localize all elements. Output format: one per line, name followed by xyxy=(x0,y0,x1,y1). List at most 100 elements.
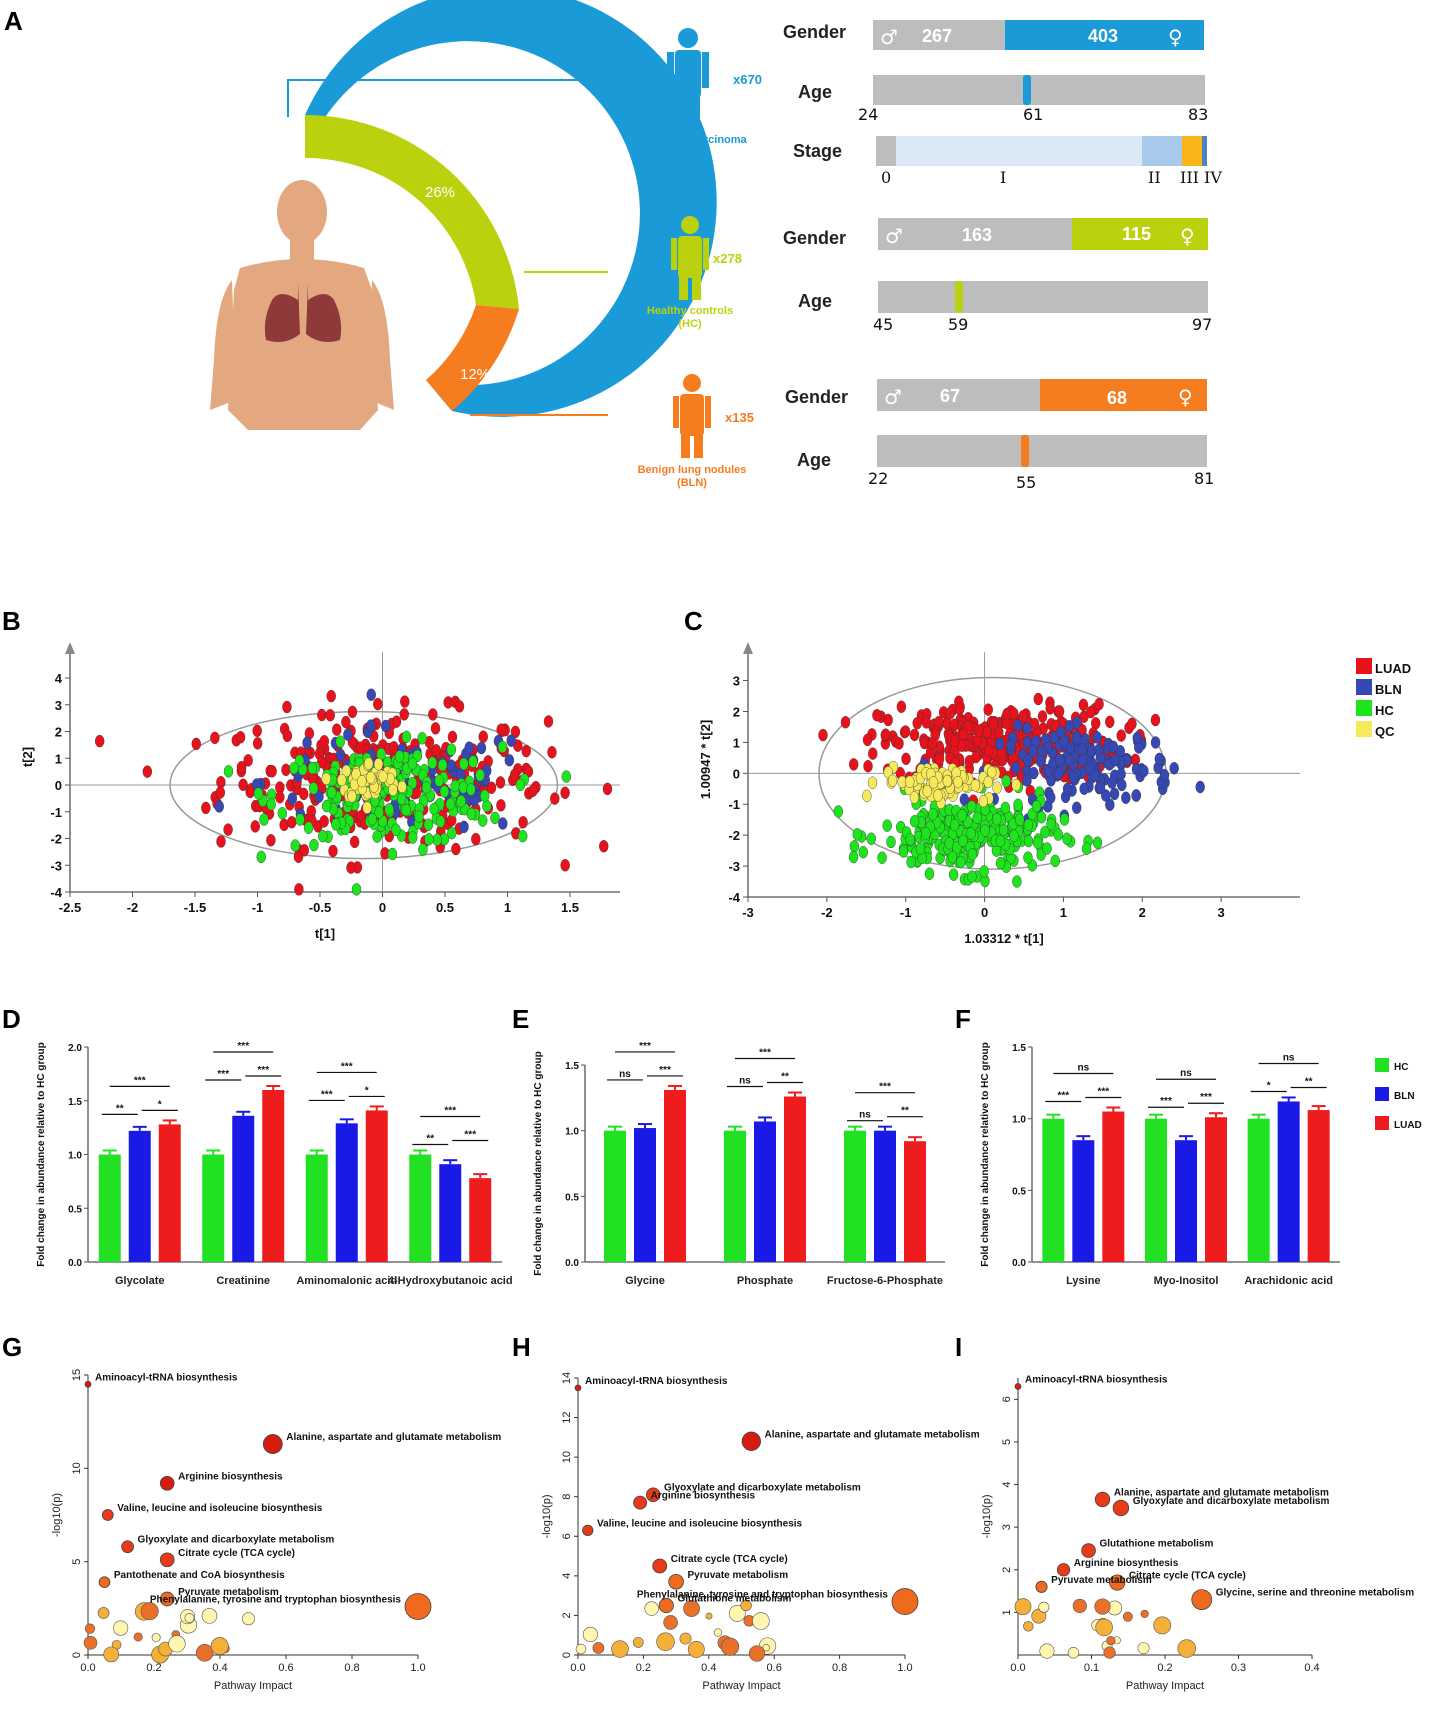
luad-point xyxy=(294,883,304,896)
hc-point xyxy=(967,848,978,861)
qc-point xyxy=(922,785,932,798)
bln-point xyxy=(302,736,312,749)
hc-point xyxy=(450,779,460,793)
qc-point xyxy=(953,775,963,789)
bln-point xyxy=(1159,768,1170,782)
bln-point xyxy=(1139,764,1149,778)
significance-label: * xyxy=(158,1099,162,1110)
hc-point xyxy=(952,841,962,854)
x-tick-label: 0.8 xyxy=(344,1662,359,1674)
pathway-point xyxy=(1039,1643,1055,1659)
hc-point xyxy=(253,787,264,800)
bln-point xyxy=(1013,719,1023,732)
bln-point xyxy=(1195,780,1205,794)
hc-point xyxy=(1036,810,1047,824)
hc-point xyxy=(858,846,868,859)
x-axis-title: 1.03312 * t[1] xyxy=(964,931,1044,946)
legend-swatch xyxy=(1375,1116,1389,1130)
pathway-point xyxy=(668,1573,684,1590)
bln-age-min: 22 xyxy=(868,469,888,488)
hc-point xyxy=(327,786,337,799)
hc-point xyxy=(429,802,439,816)
bln-age-median-marker xyxy=(1021,435,1029,467)
legend-label: LUAD xyxy=(1375,661,1411,676)
luad-name: Lung adenocarcinoma xyxy=(629,134,747,146)
hc-point xyxy=(1023,851,1033,864)
hc-point xyxy=(957,809,967,822)
pathway-label: Aminoacyl-tRNA biosynthesis xyxy=(95,1372,238,1383)
significance-label: *** xyxy=(341,1061,353,1072)
panel-label-i: I xyxy=(955,1332,962,1362)
hc-point xyxy=(331,818,341,831)
luad-point xyxy=(901,752,911,766)
hc-point xyxy=(445,797,456,811)
hc-point xyxy=(852,828,862,841)
hc-point xyxy=(992,812,1002,826)
luad-male-count: 267 xyxy=(922,26,952,46)
y-tick-label: 6 xyxy=(1001,1396,1013,1402)
y-tick-label: -4 xyxy=(50,885,62,900)
hc-demographics: Gender ♂ 163 115 ♀ Age 45 59 97 xyxy=(783,218,1212,334)
x-tick-label: 1 xyxy=(504,900,511,915)
qc-point xyxy=(928,776,939,789)
luad-point xyxy=(347,705,358,719)
y-tick-label: 2 xyxy=(55,725,62,740)
pathway-point xyxy=(201,1608,218,1624)
pathway-label: Aminoacyl-tRNA biosynthesis xyxy=(1025,1375,1168,1386)
hc-point xyxy=(915,842,926,855)
bar-legend: HC BLN LUAD xyxy=(1375,1058,1422,1131)
bln-point xyxy=(1116,767,1126,781)
hc-point xyxy=(418,843,428,856)
bln-point xyxy=(459,820,469,834)
luad-point xyxy=(430,722,441,735)
donut-slice-hc xyxy=(305,115,519,309)
bln-point xyxy=(1086,745,1097,758)
bln-bar xyxy=(128,1130,151,1262)
y-axis-title: Fold change in abundance relative to HC … xyxy=(533,1051,544,1275)
qc-point xyxy=(905,775,915,788)
hc-point xyxy=(966,827,976,840)
luad-point xyxy=(210,731,220,745)
hc-bar xyxy=(724,1130,746,1262)
female-icon: ♀ xyxy=(1180,224,1195,248)
pathway-label: Citrate cycle (TCA cycle) xyxy=(671,1554,788,1565)
y-tick-label: 0 xyxy=(733,766,740,781)
y-tick-label: 3 xyxy=(733,674,740,689)
hc-point xyxy=(1031,800,1042,813)
hc-point xyxy=(1050,854,1060,868)
y-tick-label: 6 xyxy=(561,1533,573,1539)
luad-point xyxy=(1094,697,1104,711)
panel-label-g: G xyxy=(2,1332,22,1362)
hc-point xyxy=(407,831,418,844)
luad-point xyxy=(509,768,520,782)
significance-label: *** xyxy=(134,1075,146,1086)
hc-point xyxy=(928,807,938,821)
hc-point xyxy=(561,770,572,783)
bln-point xyxy=(1071,732,1082,745)
y-tick-label: 0.5 xyxy=(1012,1186,1026,1197)
luad-point xyxy=(863,759,873,773)
y-tick-label: 1.0 xyxy=(68,1151,82,1162)
luad-point xyxy=(341,715,351,729)
luad-point xyxy=(332,723,342,736)
pathway-point xyxy=(1038,1601,1050,1613)
y-axis-title: 1.00947 * t[2] xyxy=(698,720,713,800)
luad-point xyxy=(1078,698,1089,712)
luad-point xyxy=(1116,729,1126,742)
luad-point xyxy=(1086,705,1096,719)
bln-point xyxy=(995,737,1005,751)
qc-point xyxy=(1011,778,1021,792)
pathway-point xyxy=(262,1434,283,1454)
hc-point xyxy=(848,850,859,864)
bln-female-count: 68 xyxy=(1107,388,1127,408)
luad-point xyxy=(454,700,465,713)
hc-point xyxy=(437,758,448,772)
hc-point xyxy=(259,813,269,826)
x-tick-label: 0 xyxy=(379,900,386,915)
luad-point xyxy=(547,746,557,759)
y-tick-label: 0 xyxy=(71,1652,83,1658)
pathway-point xyxy=(705,1612,713,1620)
hc-point xyxy=(466,807,477,821)
bln-point xyxy=(1028,745,1038,758)
